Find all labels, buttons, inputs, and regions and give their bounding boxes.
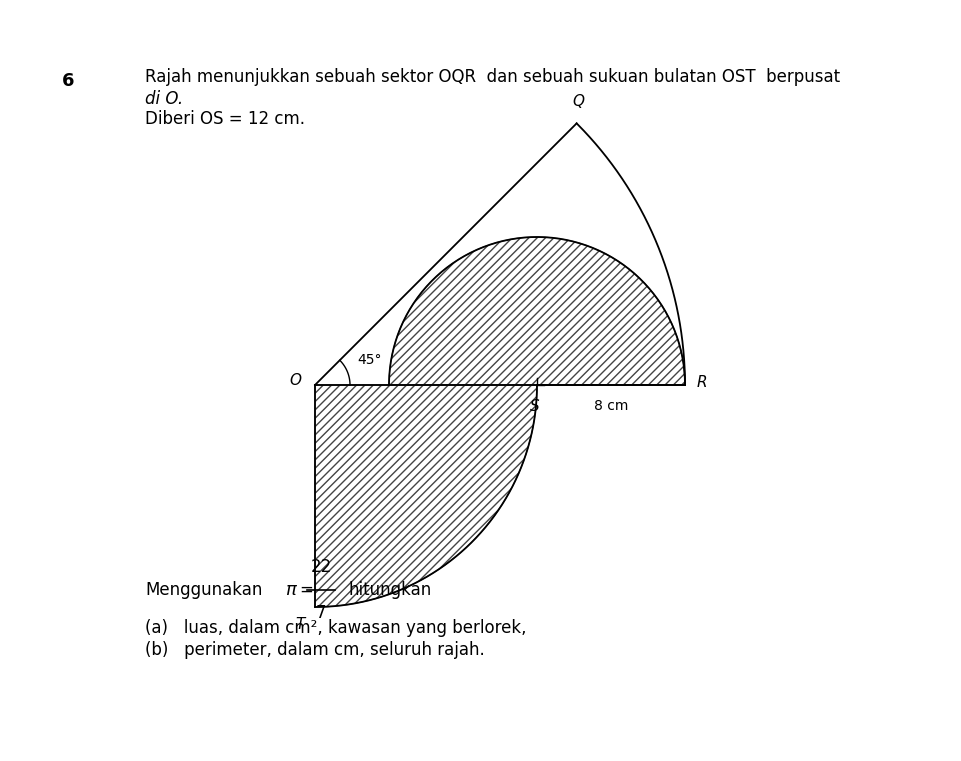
Text: S: S	[530, 399, 539, 414]
Text: 45°: 45°	[357, 353, 382, 367]
Text: π: π	[284, 581, 296, 599]
Polygon shape	[314, 385, 536, 607]
Text: 7: 7	[315, 604, 326, 622]
Text: 8 cm: 8 cm	[593, 399, 628, 413]
Text: Rajah menunjukkan sebuah sektor OQR  dan sebuah sukuan bulatan OST  berpusat: Rajah menunjukkan sebuah sektor OQR dan …	[145, 68, 839, 86]
Text: T: T	[295, 617, 305, 632]
Text: O: O	[288, 374, 301, 389]
Text: (a)   luas, dalam cm², kawasan yang berlorek,: (a) luas, dalam cm², kawasan yang berlor…	[145, 619, 526, 637]
Text: di O.: di O.	[145, 90, 183, 108]
Text: hitungkan: hitungkan	[349, 581, 431, 599]
Text: R: R	[697, 375, 707, 390]
Text: Menggunakan: Menggunakan	[145, 581, 262, 599]
Text: 6: 6	[62, 72, 74, 90]
Text: =: =	[299, 581, 312, 599]
Text: (b)   perimeter, dalam cm, seluruh rajah.: (b) perimeter, dalam cm, seluruh rajah.	[145, 641, 484, 659]
Polygon shape	[388, 237, 684, 385]
Text: Q: Q	[572, 94, 584, 110]
Text: Diberi OS = 12 cm.: Diberi OS = 12 cm.	[145, 110, 305, 128]
Text: 22: 22	[310, 558, 332, 576]
